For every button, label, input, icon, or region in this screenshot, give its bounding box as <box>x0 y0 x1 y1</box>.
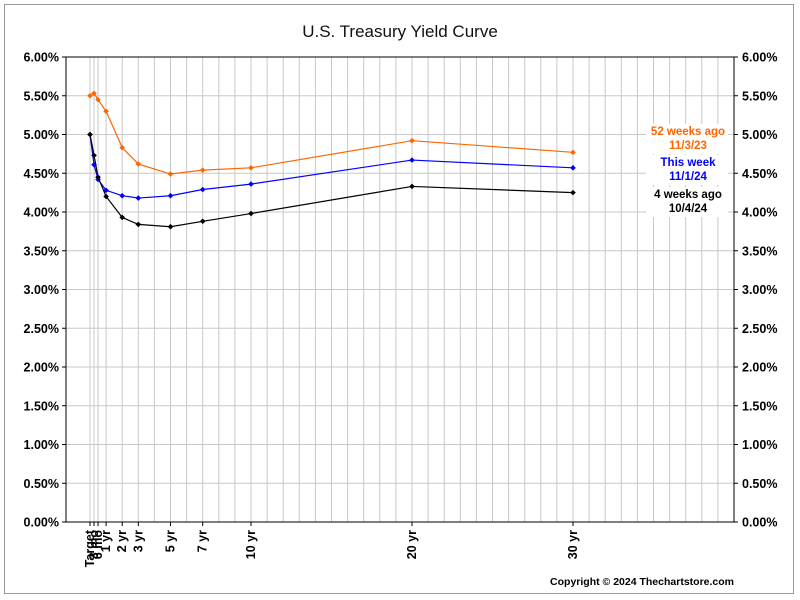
x-tick-label: 20 yr <box>405 530 419 559</box>
data-point <box>570 149 576 156</box>
data-point <box>570 165 576 171</box>
data-point <box>199 167 206 173</box>
y-tick-label-right: 4.50% <box>742 167 777 181</box>
legend-background <box>646 155 728 185</box>
legend-series-date: 10/4/24 <box>669 203 708 215</box>
y-tick-label-right: 0.00% <box>742 516 777 530</box>
x-tick-label: 6 mo <box>91 530 105 560</box>
y-tick-label-right: 6.00% <box>742 51 777 65</box>
data-point <box>95 174 101 180</box>
y-tick-label-right: 1.00% <box>742 438 777 452</box>
data-point <box>409 137 415 144</box>
y-tick-label-right: 5.00% <box>742 128 777 142</box>
data-point <box>248 181 254 187</box>
data-point <box>248 210 254 217</box>
data-point <box>409 157 415 163</box>
legend-background <box>646 187 728 217</box>
data-point <box>199 186 206 193</box>
data-point <box>570 189 576 196</box>
y-tick-label-right: 1.50% <box>742 399 777 413</box>
data-point <box>103 193 109 200</box>
y-tick-label-left: 1.00% <box>24 438 59 452</box>
legend-series-date: 11/1/24 <box>669 171 707 183</box>
data-point <box>135 161 142 167</box>
x-tick-label: 3 yr <box>131 530 145 552</box>
data-point <box>167 223 174 230</box>
x-tick-label: 10 yr <box>244 530 258 559</box>
legend-series-name: 52 weeks ago <box>651 126 725 138</box>
data-point <box>199 218 206 225</box>
y-tick-label-right: 3.50% <box>742 244 777 258</box>
y-tick-label-right: 3.00% <box>742 283 777 297</box>
x-tick-label: 7 yr <box>196 530 210 552</box>
y-tick-label-left: 0.00% <box>24 516 59 530</box>
legend-series-name: This week <box>661 157 717 169</box>
y-tick-label-left: 5.50% <box>24 89 59 103</box>
data-point <box>409 183 415 190</box>
copyright-text: Copyright © 2024 Thechartstore.com <box>550 576 734 588</box>
chart-frame <box>4 4 794 594</box>
y-tick-label-right: 4.00% <box>742 206 777 220</box>
y-tick-label-left: 6.00% <box>24 51 59 65</box>
y-tick-label-right: 2.50% <box>742 322 777 336</box>
data-point <box>167 171 174 177</box>
data-point <box>91 90 97 97</box>
y-tick-label-left: 4.00% <box>24 206 59 220</box>
data-point <box>167 192 174 199</box>
legend-background <box>646 124 728 154</box>
x-tick-label: Target <box>83 529 97 567</box>
y-tick-label-left: 2.00% <box>24 361 59 375</box>
x-tick-label: 3 mo <box>87 530 101 560</box>
y-tick-label-right: 0.50% <box>742 477 777 491</box>
y-tick-label-left: 0.50% <box>24 477 59 491</box>
data-point <box>119 214 125 221</box>
data-point <box>103 187 109 194</box>
data-point <box>119 192 125 199</box>
y-tick-label-left: 4.50% <box>24 167 59 181</box>
data-point <box>135 221 142 228</box>
plot-area: 0.00% 0.00% 0.50% 0.50% 1.00% 1.00% 1.50% 1.50%… <box>24 51 778 568</box>
y-tick-label-left: 3.50% <box>24 244 59 258</box>
y-tick-label-left: 3.00% <box>24 283 59 297</box>
x-tick-label: 2 yr <box>115 530 129 552</box>
x-tick-label: 1 yr <box>99 530 113 552</box>
x-tick-label: 30 yr <box>566 530 580 559</box>
y-tick-label-right: 5.50% <box>742 89 777 103</box>
data-point <box>87 92 93 99</box>
x-tick-label: 5 yr <box>164 530 178 552</box>
data-point <box>248 165 254 171</box>
chart-title: U.S. Treasury Yield Curve <box>302 22 498 41</box>
data-point <box>87 131 93 138</box>
data-point <box>135 195 142 201</box>
legend-series-date: 11/3/23 <box>669 140 707 152</box>
legend-series-name: 4 weeks ago <box>654 189 722 201</box>
data-point <box>95 96 101 103</box>
y-tick-label-left: 2.50% <box>24 322 59 336</box>
data-point <box>119 144 125 151</box>
data-point <box>91 152 97 159</box>
y-tick-label-left: 5.00% <box>24 128 59 142</box>
y-tick-label-left: 1.50% <box>24 399 59 413</box>
y-tick-label-right: 2.00% <box>742 361 777 375</box>
data-point <box>103 108 109 115</box>
